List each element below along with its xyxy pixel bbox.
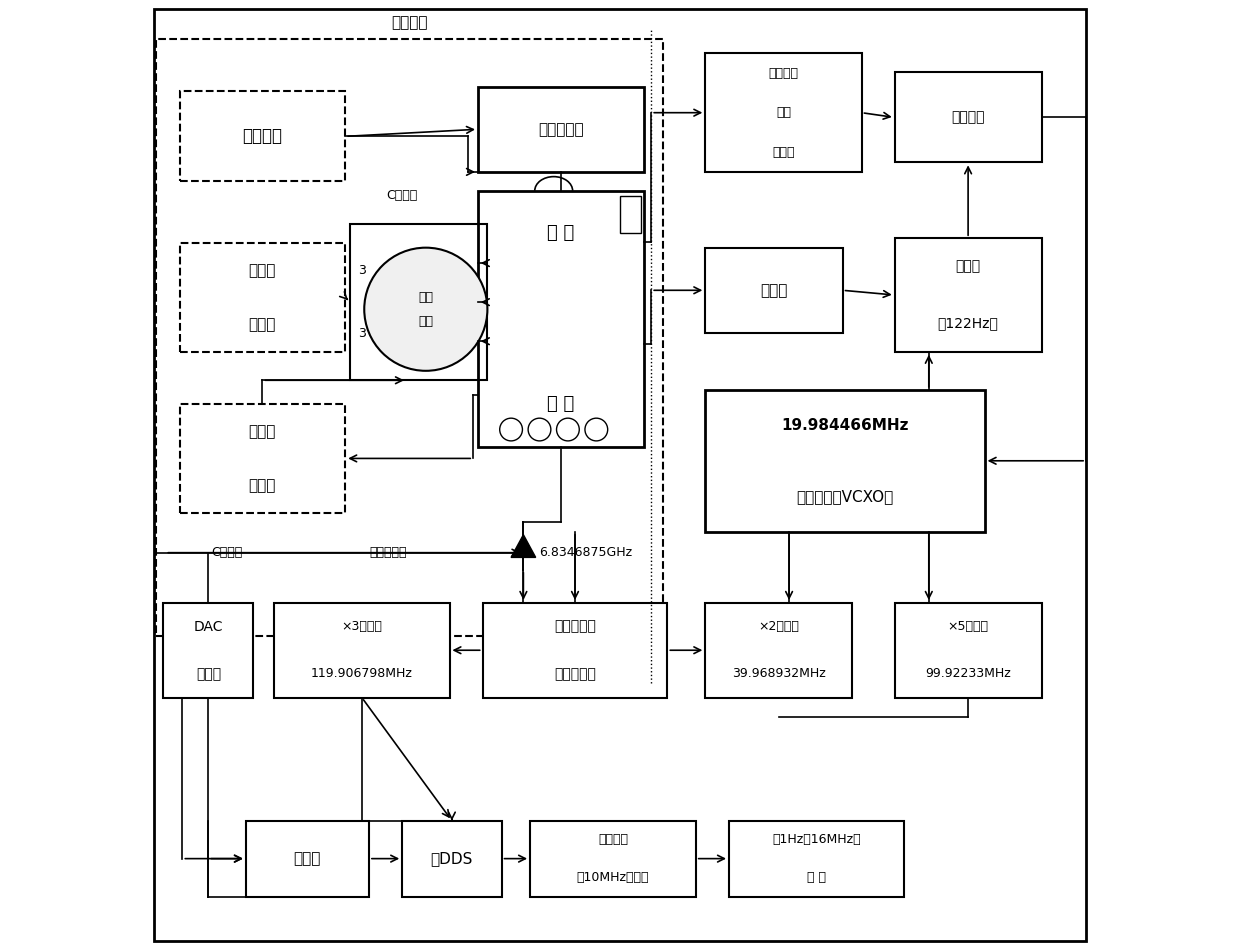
- Text: DAC: DAC: [193, 619, 223, 634]
- FancyBboxPatch shape: [180, 243, 345, 352]
- FancyBboxPatch shape: [477, 86, 644, 172]
- Text: 同步鉴相: 同步鉴相: [951, 110, 985, 124]
- Text: 分频器: 分频器: [956, 259, 981, 274]
- FancyBboxPatch shape: [895, 238, 1042, 352]
- Text: 谱灯: 谱灯: [418, 314, 433, 328]
- FancyBboxPatch shape: [706, 53, 862, 172]
- Text: 铷光: 铷光: [418, 291, 433, 304]
- Text: 物理系统: 物理系统: [391, 15, 428, 29]
- Text: 腔温控制: 腔温控制: [243, 127, 283, 145]
- Text: 输 出: 输 出: [807, 871, 826, 884]
- Text: 前置: 前置: [776, 106, 791, 119]
- FancyBboxPatch shape: [620, 196, 641, 234]
- Text: 电流源: 电流源: [196, 667, 221, 681]
- FancyBboxPatch shape: [482, 603, 667, 697]
- FancyBboxPatch shape: [180, 404, 345, 513]
- FancyBboxPatch shape: [895, 603, 1042, 697]
- Text: C场电流: C场电流: [211, 546, 243, 560]
- Circle shape: [365, 248, 487, 370]
- Circle shape: [585, 418, 608, 441]
- Text: 励电路: 励电路: [249, 317, 277, 332]
- Text: 控制器: 控制器: [294, 851, 321, 866]
- Text: ×5倍频器: ×5倍频器: [947, 620, 988, 633]
- Text: 119.906798MHz: 119.906798MHz: [311, 668, 413, 680]
- FancyBboxPatch shape: [477, 191, 644, 446]
- Text: 窄带滤波: 窄带滤波: [598, 833, 627, 846]
- Polygon shape: [511, 535, 536, 558]
- FancyBboxPatch shape: [706, 390, 985, 532]
- Circle shape: [500, 418, 522, 441]
- Text: 3: 3: [357, 327, 366, 340]
- Text: （1Hz～16MHz）: （1Hz～16MHz）: [773, 833, 861, 846]
- FancyBboxPatch shape: [706, 603, 852, 697]
- Text: 制电路: 制电路: [249, 478, 277, 493]
- Text: 误差信号: 误差信号: [769, 66, 799, 80]
- Text: 光电池: 光电池: [760, 283, 787, 297]
- FancyBboxPatch shape: [706, 248, 843, 332]
- Text: 压控晶振（VCXO）: 压控晶振（VCXO）: [796, 489, 894, 504]
- Text: （122Hz）: （122Hz）: [937, 316, 998, 331]
- FancyBboxPatch shape: [246, 821, 370, 897]
- FancyBboxPatch shape: [164, 603, 253, 697]
- FancyBboxPatch shape: [529, 821, 696, 897]
- Text: ×2倍频器: ×2倍频器: [758, 620, 799, 633]
- Text: ×3倍频器: ×3倍频器: [341, 620, 382, 633]
- FancyBboxPatch shape: [180, 91, 345, 181]
- FancyBboxPatch shape: [274, 603, 449, 697]
- Text: 3: 3: [357, 264, 366, 277]
- FancyBboxPatch shape: [895, 72, 1042, 162]
- Text: 恒温控: 恒温控: [249, 424, 277, 439]
- FancyBboxPatch shape: [729, 821, 904, 897]
- Text: 阶跃二极管: 阶跃二极管: [370, 546, 407, 560]
- Text: 放大器: 放大器: [773, 145, 795, 159]
- Circle shape: [557, 418, 579, 441]
- Text: 铷 吸: 铷 吸: [547, 224, 574, 242]
- Text: 调制信号产: 调制信号产: [554, 619, 596, 634]
- Circle shape: [528, 418, 551, 441]
- Text: C场线圈: C场线圈: [387, 189, 418, 202]
- Text: （10MHz）输出: （10MHz）输出: [577, 871, 650, 884]
- Text: 19.984466MHz: 19.984466MHz: [781, 418, 909, 433]
- Text: 6.8346875GHz: 6.8346875GHz: [539, 546, 632, 560]
- Text: 双DDS: 双DDS: [430, 851, 472, 866]
- FancyBboxPatch shape: [402, 821, 502, 897]
- Text: 微波谐振腔: 微波谐振腔: [538, 122, 584, 137]
- Text: 收 泡: 收 泡: [547, 395, 574, 413]
- Text: 39.968932MHz: 39.968932MHz: [732, 668, 826, 680]
- Text: 生与调相器: 生与调相器: [554, 667, 596, 681]
- Text: 铷灯激: 铷灯激: [249, 262, 277, 277]
- Text: 99.92233MHz: 99.92233MHz: [925, 668, 1011, 680]
